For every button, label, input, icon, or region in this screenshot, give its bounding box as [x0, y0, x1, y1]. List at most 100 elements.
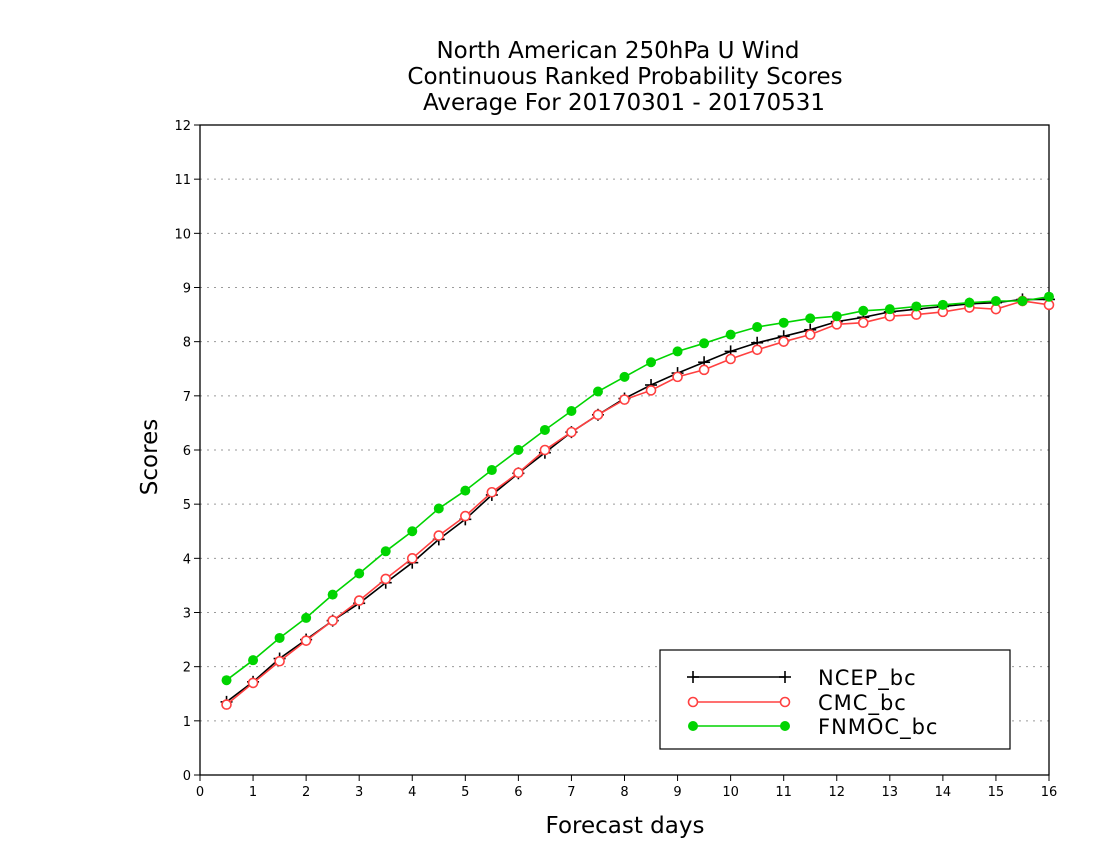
y-tick-label: 2 — [183, 661, 191, 676]
fnmoc-bc-point — [566, 406, 577, 416]
cmc-bc-point — [619, 394, 630, 405]
fnmoc-bc-point — [672, 346, 683, 357]
y-tick-label: 11 — [174, 173, 191, 188]
cmc-bc-point — [566, 426, 577, 438]
legend-box — [659, 649, 1011, 750]
x-tick-label: 4 — [408, 785, 416, 800]
x-tick-label: 13 — [882, 785, 899, 800]
fnmoc-bc-point — [380, 546, 391, 557]
legend-label-cmc-bc: CMC_bc — [818, 691, 907, 716]
cmc-bc-point — [539, 444, 551, 456]
x-tick-label: 3 — [355, 785, 363, 800]
fnmoc-bc-point — [407, 526, 418, 537]
chart-title-line-3: Average For 20170301 - 20170531 — [423, 90, 825, 116]
fnmoc-bc-point — [646, 357, 657, 368]
fnmoc-bc-point — [1017, 296, 1028, 307]
fnmoc-bc-series — [221, 291, 1054, 686]
legend-ncep-bc-point — [687, 671, 699, 683]
legend-fnmoc-bc-point — [780, 721, 790, 731]
fnmoc-bc-point — [911, 301, 922, 312]
legend-item-cmc-bc: CMC_bc — [687, 691, 907, 716]
cmc-bc-point — [751, 344, 763, 356]
x-tick-label: 15 — [988, 785, 1005, 800]
ncep-bc-series — [220, 293, 1055, 708]
cmc-bc-point — [513, 467, 524, 479]
legend-cmc-bc-point — [779, 696, 791, 708]
fnmoc-bc-point — [513, 445, 524, 455]
y-tick-label: 5 — [183, 498, 191, 513]
fnmoc-bc-point — [248, 655, 259, 666]
y-tick-label: 9 — [183, 282, 191, 297]
cmc-bc-point — [672, 371, 683, 383]
x-tick-label: 10 — [722, 785, 739, 800]
cmc-bc-point — [778, 336, 789, 347]
x-axis: 0 1 2 3 4 5 6 7 8 9 10 11 12 13 14 15 16 — [196, 775, 1057, 800]
y-tick-label: 6 — [183, 444, 191, 459]
fnmoc-bc-point — [619, 371, 630, 382]
fnmoc-bc-point — [274, 632, 285, 643]
fnmoc-bc-point — [990, 296, 1001, 307]
legend-fnmoc-bc-point — [688, 721, 698, 731]
cmc-bc-point — [804, 329, 816, 340]
fnmoc-bc-point — [778, 317, 789, 328]
fnmoc-bc-point — [964, 297, 975, 308]
x-tick-label: 11 — [775, 785, 792, 800]
cmc-bc-point — [300, 635, 312, 646]
x-tick-label: 6 — [514, 785, 522, 800]
fnmoc-bc-point — [539, 424, 550, 435]
y-tick-label: 10 — [174, 227, 191, 242]
cmc-bc-point — [645, 385, 657, 396]
cmc-bc-point — [857, 317, 869, 329]
x-tick-label: 7 — [567, 785, 575, 800]
cmc-bc-series — [221, 295, 1055, 710]
legend-item-fnmoc-bc: FNMOC_bc — [688, 715, 938, 740]
cmc-bc-point — [221, 699, 232, 710]
cmc-bc-point — [698, 364, 710, 376]
x-tick-label: 5 — [461, 785, 469, 800]
cmc-bc-point — [274, 655, 285, 667]
x-tick-label: 0 — [196, 785, 204, 800]
legend-item-ncep-bc: NCEP_bc — [687, 666, 917, 691]
fnmoc-bc-point — [937, 299, 948, 310]
x-tick-label: 14 — [935, 785, 952, 800]
cmc-bc-point — [353, 595, 365, 606]
cmc-bc-point — [380, 573, 392, 585]
fnmoc-bc-point — [221, 675, 232, 686]
legend-label-fnmoc-bc: FNMOC_bc — [818, 715, 938, 740]
cmc-bc-point — [406, 553, 418, 564]
y-tick-label: 0 — [183, 769, 191, 784]
chart-title-line-1: North American 250hPa U Wind — [436, 38, 799, 64]
fnmoc-bc-point — [725, 329, 736, 340]
y-tick-label: 12 — [174, 119, 191, 134]
fnmoc-bc-point — [460, 485, 471, 496]
fnmoc-bc-point — [699, 338, 710, 349]
chart-title-line-2: Continuous Ranked Probability Scores — [407, 64, 842, 90]
cmc-bc-point — [327, 615, 338, 626]
series-group — [220, 291, 1055, 710]
x-tick-label: 1 — [249, 785, 257, 800]
fnmoc-bc-point — [1044, 291, 1054, 302]
fnmoc-bc-point — [884, 304, 895, 315]
fnmoc-bc-point — [327, 589, 338, 600]
fnmoc-bc-point — [486, 465, 497, 476]
x-tick-label: 2 — [302, 785, 310, 800]
fnmoc-bc-point — [805, 313, 816, 324]
legend-ncep-bc-point — [779, 671, 791, 683]
fnmoc-bc-point — [301, 612, 312, 623]
cmc-bc-point — [460, 510, 471, 522]
fnmoc-bc-point — [858, 305, 869, 316]
fnmoc-bc-line — [226, 295, 1050, 681]
legend-label-ncep-bc: NCEP_bc — [818, 666, 917, 691]
gridlines — [200, 178, 1049, 722]
y-tick-label: 4 — [183, 552, 191, 567]
fnmoc-bc-point — [433, 503, 444, 514]
fnmoc-bc-point — [592, 386, 603, 397]
fnmoc-bc-point — [354, 568, 365, 579]
y-tick-label: 3 — [183, 607, 191, 622]
cmc-bc-point — [486, 486, 498, 498]
x-axis-label: Forecast days — [546, 813, 705, 839]
